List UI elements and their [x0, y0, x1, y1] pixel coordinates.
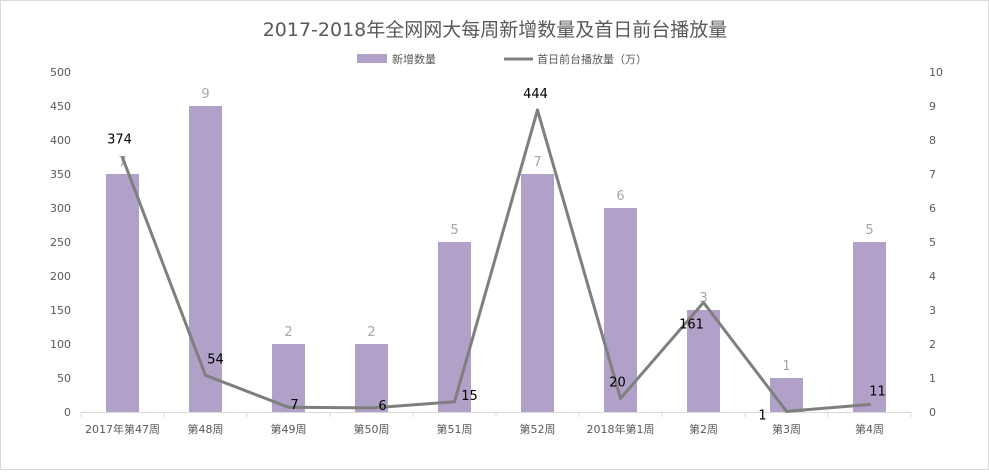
x-axis-tick-label: 第51周: [437, 422, 473, 436]
line-point: [121, 156, 124, 160]
line-point: [702, 301, 705, 305]
left-axis-tick-label: 300: [50, 202, 71, 215]
x-axis-tick-label: 第2周: [689, 422, 718, 436]
line-point: [619, 396, 622, 400]
x-axis-tick-label: 2017年第47周: [85, 422, 160, 436]
right-axis-tick-label: 9: [929, 100, 936, 113]
bar: [355, 344, 388, 412]
line-data-label: 54: [207, 352, 224, 367]
line-point: [204, 373, 207, 377]
line-point: [868, 403, 871, 407]
line-data-label: 6: [378, 399, 386, 414]
line-data-label: 15: [461, 389, 478, 404]
bar: [521, 174, 554, 412]
legend-bar-swatch: [357, 54, 387, 63]
bar: [604, 208, 637, 412]
bar-data-label: 3: [699, 291, 707, 306]
bar: [853, 242, 886, 412]
bar: [272, 344, 305, 412]
right-axis-tick-label: 8: [929, 134, 936, 147]
right-axis-tick-label: 3: [929, 304, 936, 317]
bar-data-label: 7: [533, 155, 541, 170]
line-point: [536, 108, 539, 112]
right-axis-tick-label: 5: [929, 236, 936, 249]
left-axis-tick-label: 250: [50, 236, 71, 249]
line-data-label: 374: [107, 133, 132, 148]
bar-data-label: 5: [450, 223, 458, 238]
x-axis-tick-label: 第48周: [188, 422, 224, 436]
line-data-label: 444: [523, 87, 548, 102]
x-axis-tick-label: 2018年第1周: [587, 422, 655, 436]
line-data-label: 161: [679, 318, 704, 333]
left-axis-tick-label: 450: [50, 100, 71, 113]
bar: [106, 174, 139, 412]
left-axis-tick-label: 350: [50, 168, 71, 181]
x-axis-tick-label: 第3周: [772, 422, 801, 436]
bar-data-label: 6: [616, 189, 624, 204]
right-axis-tick-label: 10: [929, 66, 943, 79]
right-axis-tick-label: 2: [929, 338, 936, 351]
bar-data-label: 2: [367, 325, 375, 340]
line-point: [785, 409, 788, 413]
line-data-label: 7: [290, 398, 298, 413]
legend: 新增数量 首日前台播放量（万）: [357, 52, 647, 66]
bar: [438, 242, 471, 412]
x-axis-tick-label: 第52周: [520, 422, 556, 436]
x-axis-tick-label: 第49周: [271, 422, 307, 436]
left-axis-tick-label: 0: [64, 406, 71, 419]
line-point: [453, 400, 456, 404]
left-axis-tick-label: 50: [57, 372, 71, 385]
line-series: [121, 108, 870, 413]
left-axis-tick-label: 200: [50, 270, 71, 283]
right-axis-tick-label: 0: [929, 406, 936, 419]
x-axis-tick-label: 第4周: [855, 422, 884, 436]
left-axis-tick-label: 150: [50, 304, 71, 317]
bar: [687, 310, 720, 412]
line-data-label: 1: [758, 408, 766, 423]
legend-bar-label: 新增数量: [392, 52, 436, 66]
legend-line-label: 首日前台播放量（万）: [537, 52, 647, 66]
bar-data-label: 9: [201, 87, 209, 102]
chart-title: 2017-2018年全网网大每周新增数量及首日前台播放量: [263, 19, 728, 41]
line-data-label: 11: [869, 385, 886, 400]
left-axis-tick-label: 100: [50, 338, 71, 351]
bar: [189, 106, 222, 412]
right-axis-tick-label: 1: [929, 372, 936, 385]
right-axis-tick-label: 7: [929, 168, 936, 181]
left-axis-tick-label: 500: [50, 66, 71, 79]
bar-data-label: 5: [865, 223, 873, 238]
line-point: [370, 406, 373, 410]
x-axis-tick-label: 第50周: [354, 422, 390, 436]
bar-data-label: 7: [118, 155, 126, 170]
bar-data-label: 1: [782, 359, 790, 374]
line-data-label: 20: [609, 375, 626, 390]
bar-data-label: 2: [284, 325, 292, 340]
line-point: [287, 405, 290, 409]
right-axis-tick-label: 6: [929, 202, 936, 215]
right-axis-tick-label: 4: [929, 270, 936, 283]
left-axis-tick-label: 400: [50, 134, 71, 147]
